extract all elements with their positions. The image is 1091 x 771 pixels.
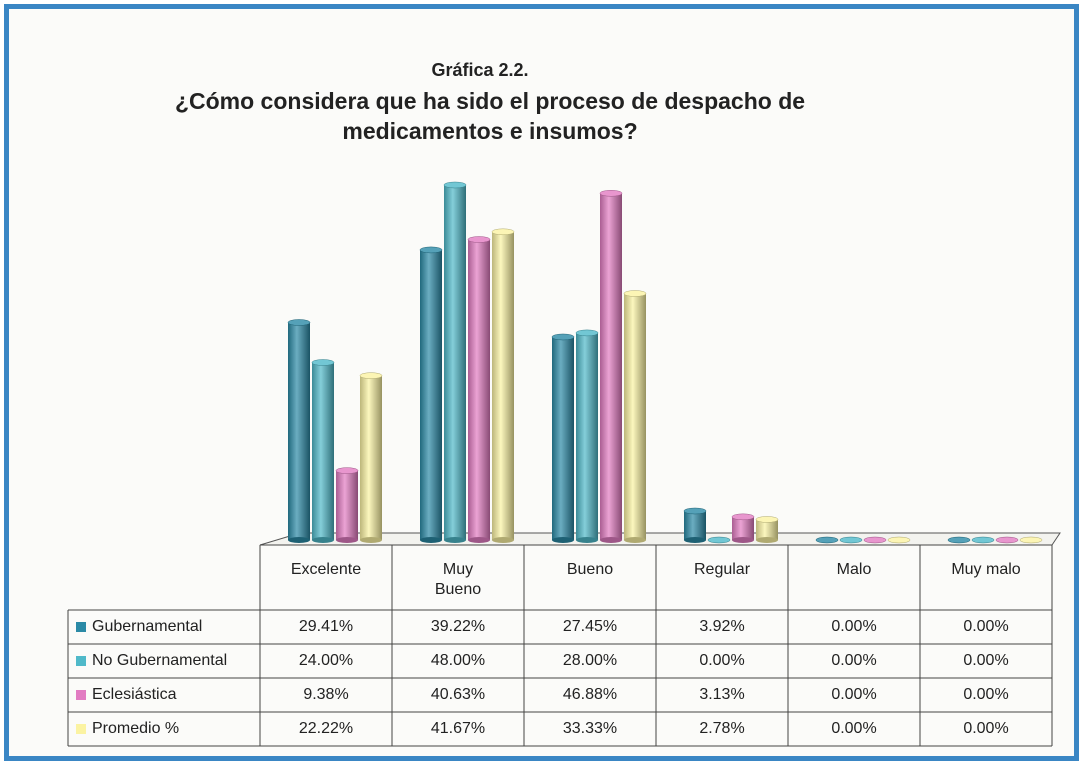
bar-base — [600, 537, 622, 543]
bar-top — [707, 536, 731, 544]
value-label: 0.00% — [963, 686, 1008, 703]
bar — [576, 332, 598, 540]
bar — [732, 516, 754, 540]
bar-top — [311, 359, 335, 366]
value-label: 0.00% — [831, 720, 876, 737]
category-label: Muy malo — [951, 561, 1021, 578]
legend-swatch — [76, 656, 86, 666]
legend-label: Promedio % — [92, 720, 179, 737]
bar — [468, 239, 490, 540]
bar-top — [887, 536, 911, 544]
bar-top — [971, 536, 995, 544]
bar-top — [359, 372, 383, 379]
bar — [492, 231, 514, 541]
bar-top — [491, 228, 515, 236]
bar-top — [551, 333, 575, 341]
bar — [684, 511, 706, 540]
bar — [360, 375, 382, 540]
chart-title: Gráfica 2.2. — [431, 60, 529, 80]
value-label: 28.00% — [563, 652, 617, 669]
bar-base — [576, 537, 598, 543]
bar-top — [683, 507, 707, 515]
chart-subtitle: ¿Cómo considera que ha sido el proceso d… — [174, 88, 806, 144]
value-label: 24.00% — [299, 652, 353, 669]
category-label: Muy Bueno — [434, 561, 482, 598]
bar-base — [492, 537, 514, 543]
legend-label: Gubernamental — [92, 618, 202, 635]
category-label: Regular — [693, 561, 751, 578]
value-label: 0.00% — [831, 652, 876, 669]
value-label: 0.00% — [963, 618, 1008, 635]
bar-base — [420, 537, 442, 543]
value-label: 48.00% — [431, 652, 485, 669]
bar — [600, 193, 622, 541]
legend-swatch — [76, 622, 86, 632]
bar-top — [731, 513, 755, 521]
bar-top — [815, 536, 839, 544]
bar-top — [419, 246, 443, 254]
legend-label: Eclesiástica — [92, 686, 177, 703]
category-label: Excelente — [290, 561, 362, 578]
value-label: 22.22% — [299, 720, 353, 737]
bar-base — [312, 537, 334, 543]
value-label: 0.00% — [963, 720, 1008, 737]
value-label: 39.22% — [431, 618, 485, 635]
bar-top — [947, 536, 971, 544]
bar-base — [288, 537, 310, 543]
bar-top — [623, 290, 647, 297]
bar-top — [575, 329, 599, 337]
value-label: 0.00% — [699, 652, 744, 669]
bar-top — [443, 181, 467, 189]
bar-top — [995, 536, 1019, 544]
bar-top — [599, 190, 623, 197]
bar-base — [756, 537, 778, 543]
bar-base — [444, 537, 466, 543]
bar-top — [1019, 536, 1043, 544]
category-label: Malo — [836, 561, 872, 578]
bar-base — [552, 537, 574, 543]
category-label: Bueno — [566, 561, 614, 578]
legend-swatch — [76, 724, 86, 734]
value-label: 3.13% — [699, 686, 744, 703]
bar — [288, 322, 310, 540]
bar-base — [684, 537, 706, 543]
bar-base — [624, 537, 646, 543]
frame — [4, 4, 1079, 761]
bar — [312, 362, 334, 540]
bar-top — [467, 236, 491, 243]
bar-top — [335, 467, 359, 474]
bar — [420, 249, 442, 540]
bar-top — [839, 536, 863, 544]
bar — [624, 293, 646, 540]
bar-base — [360, 537, 382, 543]
value-label: 27.45% — [563, 618, 617, 635]
bar-base — [732, 537, 754, 543]
value-label: 40.63% — [431, 686, 485, 703]
value-label: 0.00% — [831, 686, 876, 703]
value-label: 0.00% — [831, 618, 876, 635]
value-label: 2.78% — [699, 720, 744, 737]
bar — [756, 519, 778, 540]
bar — [336, 470, 358, 540]
legend-swatch — [76, 690, 86, 700]
bar-top — [755, 516, 779, 523]
value-label: 0.00% — [963, 652, 1008, 669]
value-label: 29.41% — [299, 618, 353, 635]
value-label: 33.33% — [563, 720, 617, 737]
legend-label: No Gubernamental — [92, 652, 227, 669]
bar — [444, 185, 466, 540]
bar-top — [863, 536, 887, 544]
value-label: 41.67% — [431, 720, 485, 737]
value-label: 9.38% — [303, 686, 348, 703]
value-label: 46.88% — [563, 686, 617, 703]
bar — [552, 336, 574, 540]
bar-base — [336, 537, 358, 543]
bar-base — [468, 537, 490, 543]
value-label: 3.92% — [699, 618, 744, 635]
bar-top — [287, 319, 311, 326]
